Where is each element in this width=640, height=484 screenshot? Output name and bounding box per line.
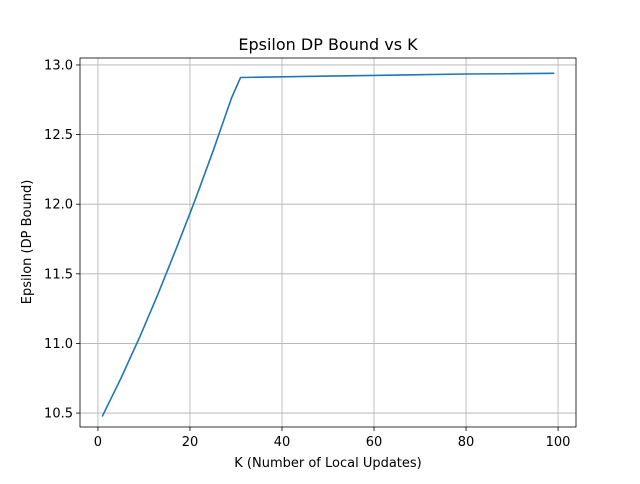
x-tick-label: 40 <box>274 435 291 450</box>
grid-layer <box>80 58 576 427</box>
y-tick-label: 11.0 <box>44 337 73 352</box>
y-tick-label: 10.5 <box>44 407 73 422</box>
chart-title: Epsilon DP Bound vs K <box>238 35 418 54</box>
tick-layer: 0 20 40 60 80 100 10.5 11.0 11.5 12.0 12.5 13.0 <box>44 58 570 450</box>
y-tick-label: 11.5 <box>44 267 73 282</box>
series-line <box>101 72 555 417</box>
series-layer <box>101 72 555 417</box>
y-tick-label: 12.0 <box>44 198 73 213</box>
x-tick-label: 0 <box>94 435 102 450</box>
y-tick-label: 13.0 <box>44 58 73 73</box>
y-axis-label: Epsilon (DP Bound) <box>20 180 35 305</box>
x-tick-label: 100 <box>546 435 571 450</box>
x-tick-label: 60 <box>366 435 383 450</box>
x-axis-label: K (Number of Local Updates) <box>234 456 422 471</box>
x-tick-label: 80 <box>458 435 475 450</box>
plot-frame <box>79 57 577 428</box>
y-tick-label: 12.5 <box>44 128 73 143</box>
x-tick-label: 20 <box>182 435 199 450</box>
